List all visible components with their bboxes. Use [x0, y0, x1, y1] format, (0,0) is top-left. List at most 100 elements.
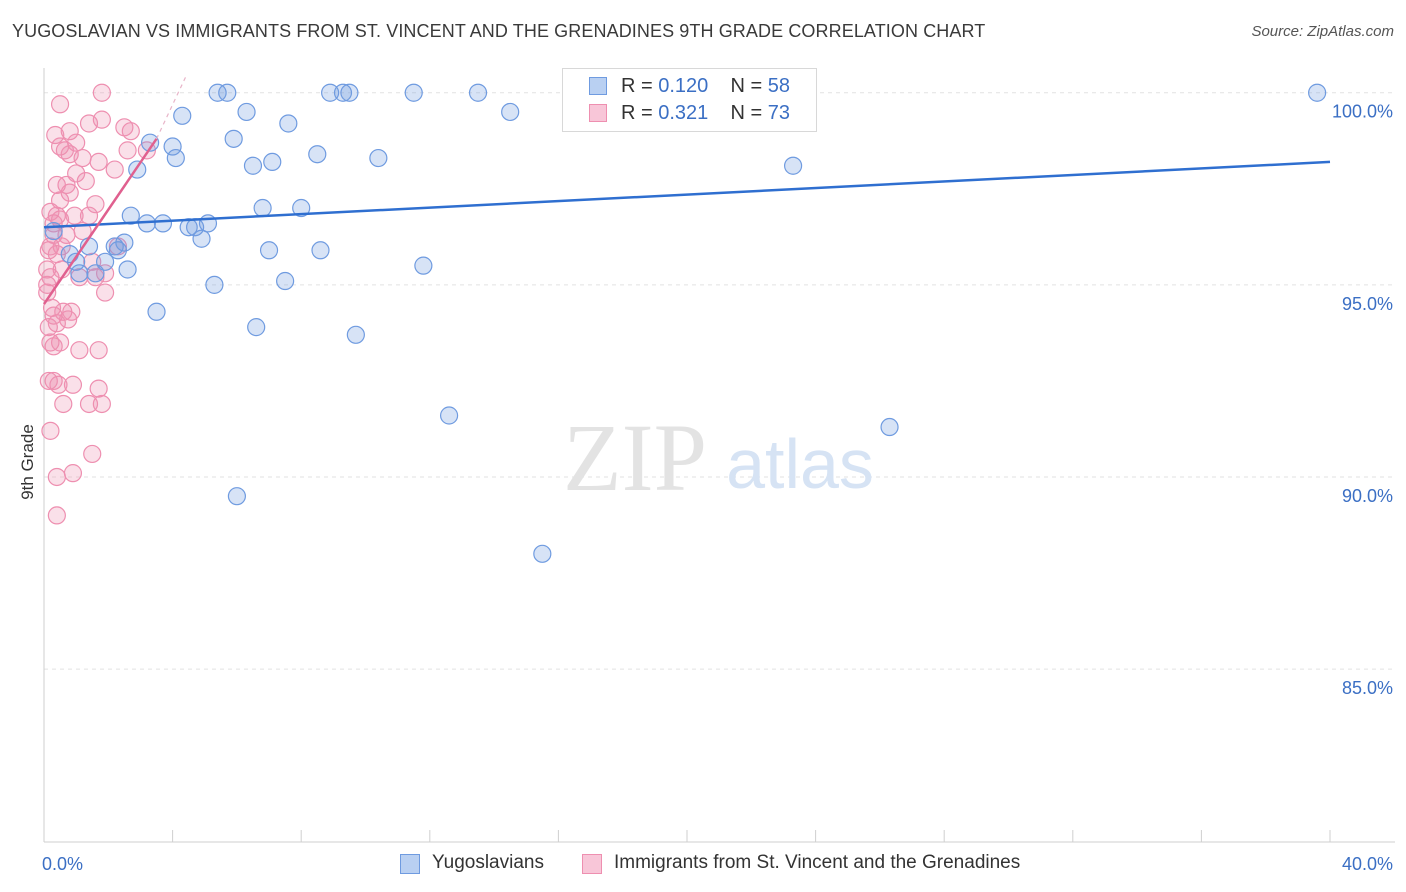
yugoslavians-point — [70, 264, 89, 283]
x-tick-label: 0.0% — [42, 854, 83, 874]
legend-r-label: R = — [621, 75, 653, 97]
immigrants-point — [50, 333, 70, 352]
legend-n-value: 58 — [767, 75, 791, 97]
grid-lines — [44, 92, 1395, 670]
yugoslavians-point — [340, 83, 359, 102]
immigrants-point — [86, 195, 105, 214]
y-tick-label: 90.0% — [1342, 486, 1393, 506]
yugoslavians-point — [227, 487, 246, 506]
immigrants-point — [70, 341, 89, 360]
yugoslavians-point — [263, 152, 282, 172]
immigrants-point — [63, 375, 83, 394]
immigrants-point — [65, 206, 84, 225]
yugoslavians-point — [346, 325, 365, 344]
immigrants-point — [89, 379, 108, 398]
yugoslavians-point — [121, 206, 140, 225]
yugoslavians-point — [439, 406, 459, 425]
yugoslavians-point — [247, 318, 266, 337]
yugoslavians-point — [783, 156, 803, 175]
immigrants-point — [46, 125, 65, 145]
immigrants-point — [79, 394, 99, 414]
axes — [43, 68, 1395, 843]
immigrants-point — [92, 110, 111, 129]
yugoslavians-point — [166, 148, 185, 168]
yugoslavians-point — [880, 417, 899, 437]
immigrants-point — [76, 172, 95, 191]
tick-labels: 100.0% 95.0% 90.0% 85.0% 0.0% 40.0% — [42, 102, 1393, 874]
yugoslavians-point — [533, 544, 552, 563]
legend-r-label: R = — [621, 102, 653, 124]
y-axis-label: 9th Grade — [18, 424, 37, 500]
source-label: Source: ZipAtlas.com — [1251, 23, 1394, 40]
yugoslavians-point — [311, 241, 330, 260]
immigrants-point — [54, 394, 73, 414]
immigrants-point — [41, 421, 60, 440]
trend-lines — [42, 77, 1331, 305]
legend-r-value: 0.120 — [658, 75, 709, 97]
yugoslavians-point — [147, 302, 166, 321]
immigrants-point — [92, 394, 111, 414]
yugoslavians-point — [237, 102, 256, 122]
immigrants-point — [73, 221, 92, 241]
yugoslavians-point — [208, 83, 227, 102]
yugoslavians-point — [67, 252, 86, 271]
yugoslavians-point — [153, 214, 173, 233]
yugoslavians-point — [308, 145, 327, 164]
immigrants-point — [67, 164, 86, 183]
immigrants-point — [50, 95, 70, 114]
yugoslavians-point — [205, 275, 224, 294]
immigrants-point — [121, 122, 140, 141]
watermark-atlas: atlas — [726, 425, 874, 503]
yugoslavians-point — [333, 83, 353, 102]
yugoslavians-point — [501, 102, 520, 122]
legend-r-value: 0.321 — [658, 102, 709, 124]
trend-line-immigrants — [42, 138, 158, 305]
y-tick-label: 100.0% — [1332, 102, 1393, 122]
immigrants-point — [62, 302, 81, 321]
immigrants-point — [89, 152, 108, 172]
legend-n-label: N = — [730, 102, 763, 124]
immigrants-point — [95, 283, 115, 302]
immigrants-point — [63, 464, 83, 483]
immigrants-points — [38, 83, 156, 525]
trend-line-yugoslavians — [43, 160, 1331, 229]
yugoslavians-point — [369, 148, 388, 168]
yugoslavians-point — [259, 241, 279, 260]
yugoslavians-point — [276, 271, 295, 291]
immigrants-point — [67, 133, 86, 152]
yugoslavians-point — [163, 137, 182, 156]
yugoslavians-point — [140, 133, 160, 152]
yugoslavians-point — [243, 156, 263, 175]
immigrants-point — [47, 314, 66, 333]
immigrants-point — [60, 122, 79, 141]
yugoslavians-point — [173, 106, 192, 125]
yugoslavians-point — [292, 198, 311, 218]
stats-legend: R = 0.120 N = 58 R = 0.321 N = 73 — [562, 68, 817, 132]
yugoslavians-point — [95, 252, 115, 271]
immigrants-point — [118, 141, 137, 160]
immigrants-point — [44, 371, 63, 391]
legend-swatch-pink — [589, 104, 607, 122]
yugoslavians-point — [279, 114, 298, 133]
yugoslavians-point — [192, 229, 211, 248]
immigrants-point — [92, 83, 111, 102]
legend-n-value: 73 — [767, 102, 791, 124]
watermark: ZIP atlas — [563, 404, 874, 511]
immigrants-point — [73, 148, 92, 168]
x-tick-label: 40.0% — [1342, 854, 1393, 874]
yugoslavians-point — [468, 83, 488, 102]
chart-title: YUGOSLAVIAN VS IMMIGRANTS FROM ST. VINCE… — [12, 21, 986, 41]
yugoslavians-point — [224, 129, 243, 148]
immigrants-point — [50, 210, 70, 229]
y-tick-label: 85.0% — [1342, 678, 1393, 698]
yugoslavians-point — [414, 256, 433, 275]
legend-swatch-blue — [589, 77, 607, 95]
immigrants-point — [83, 444, 102, 464]
yugoslavians-point — [404, 83, 423, 102]
y-tick-label: 95.0% — [1342, 294, 1393, 314]
trend-line-immigrants-extension — [155, 77, 187, 140]
bottom-legend-label: Yugoslavians — [432, 852, 544, 873]
yugoslavians-point — [115, 233, 134, 252]
bottom-legend-swatch-blue — [400, 854, 420, 874]
